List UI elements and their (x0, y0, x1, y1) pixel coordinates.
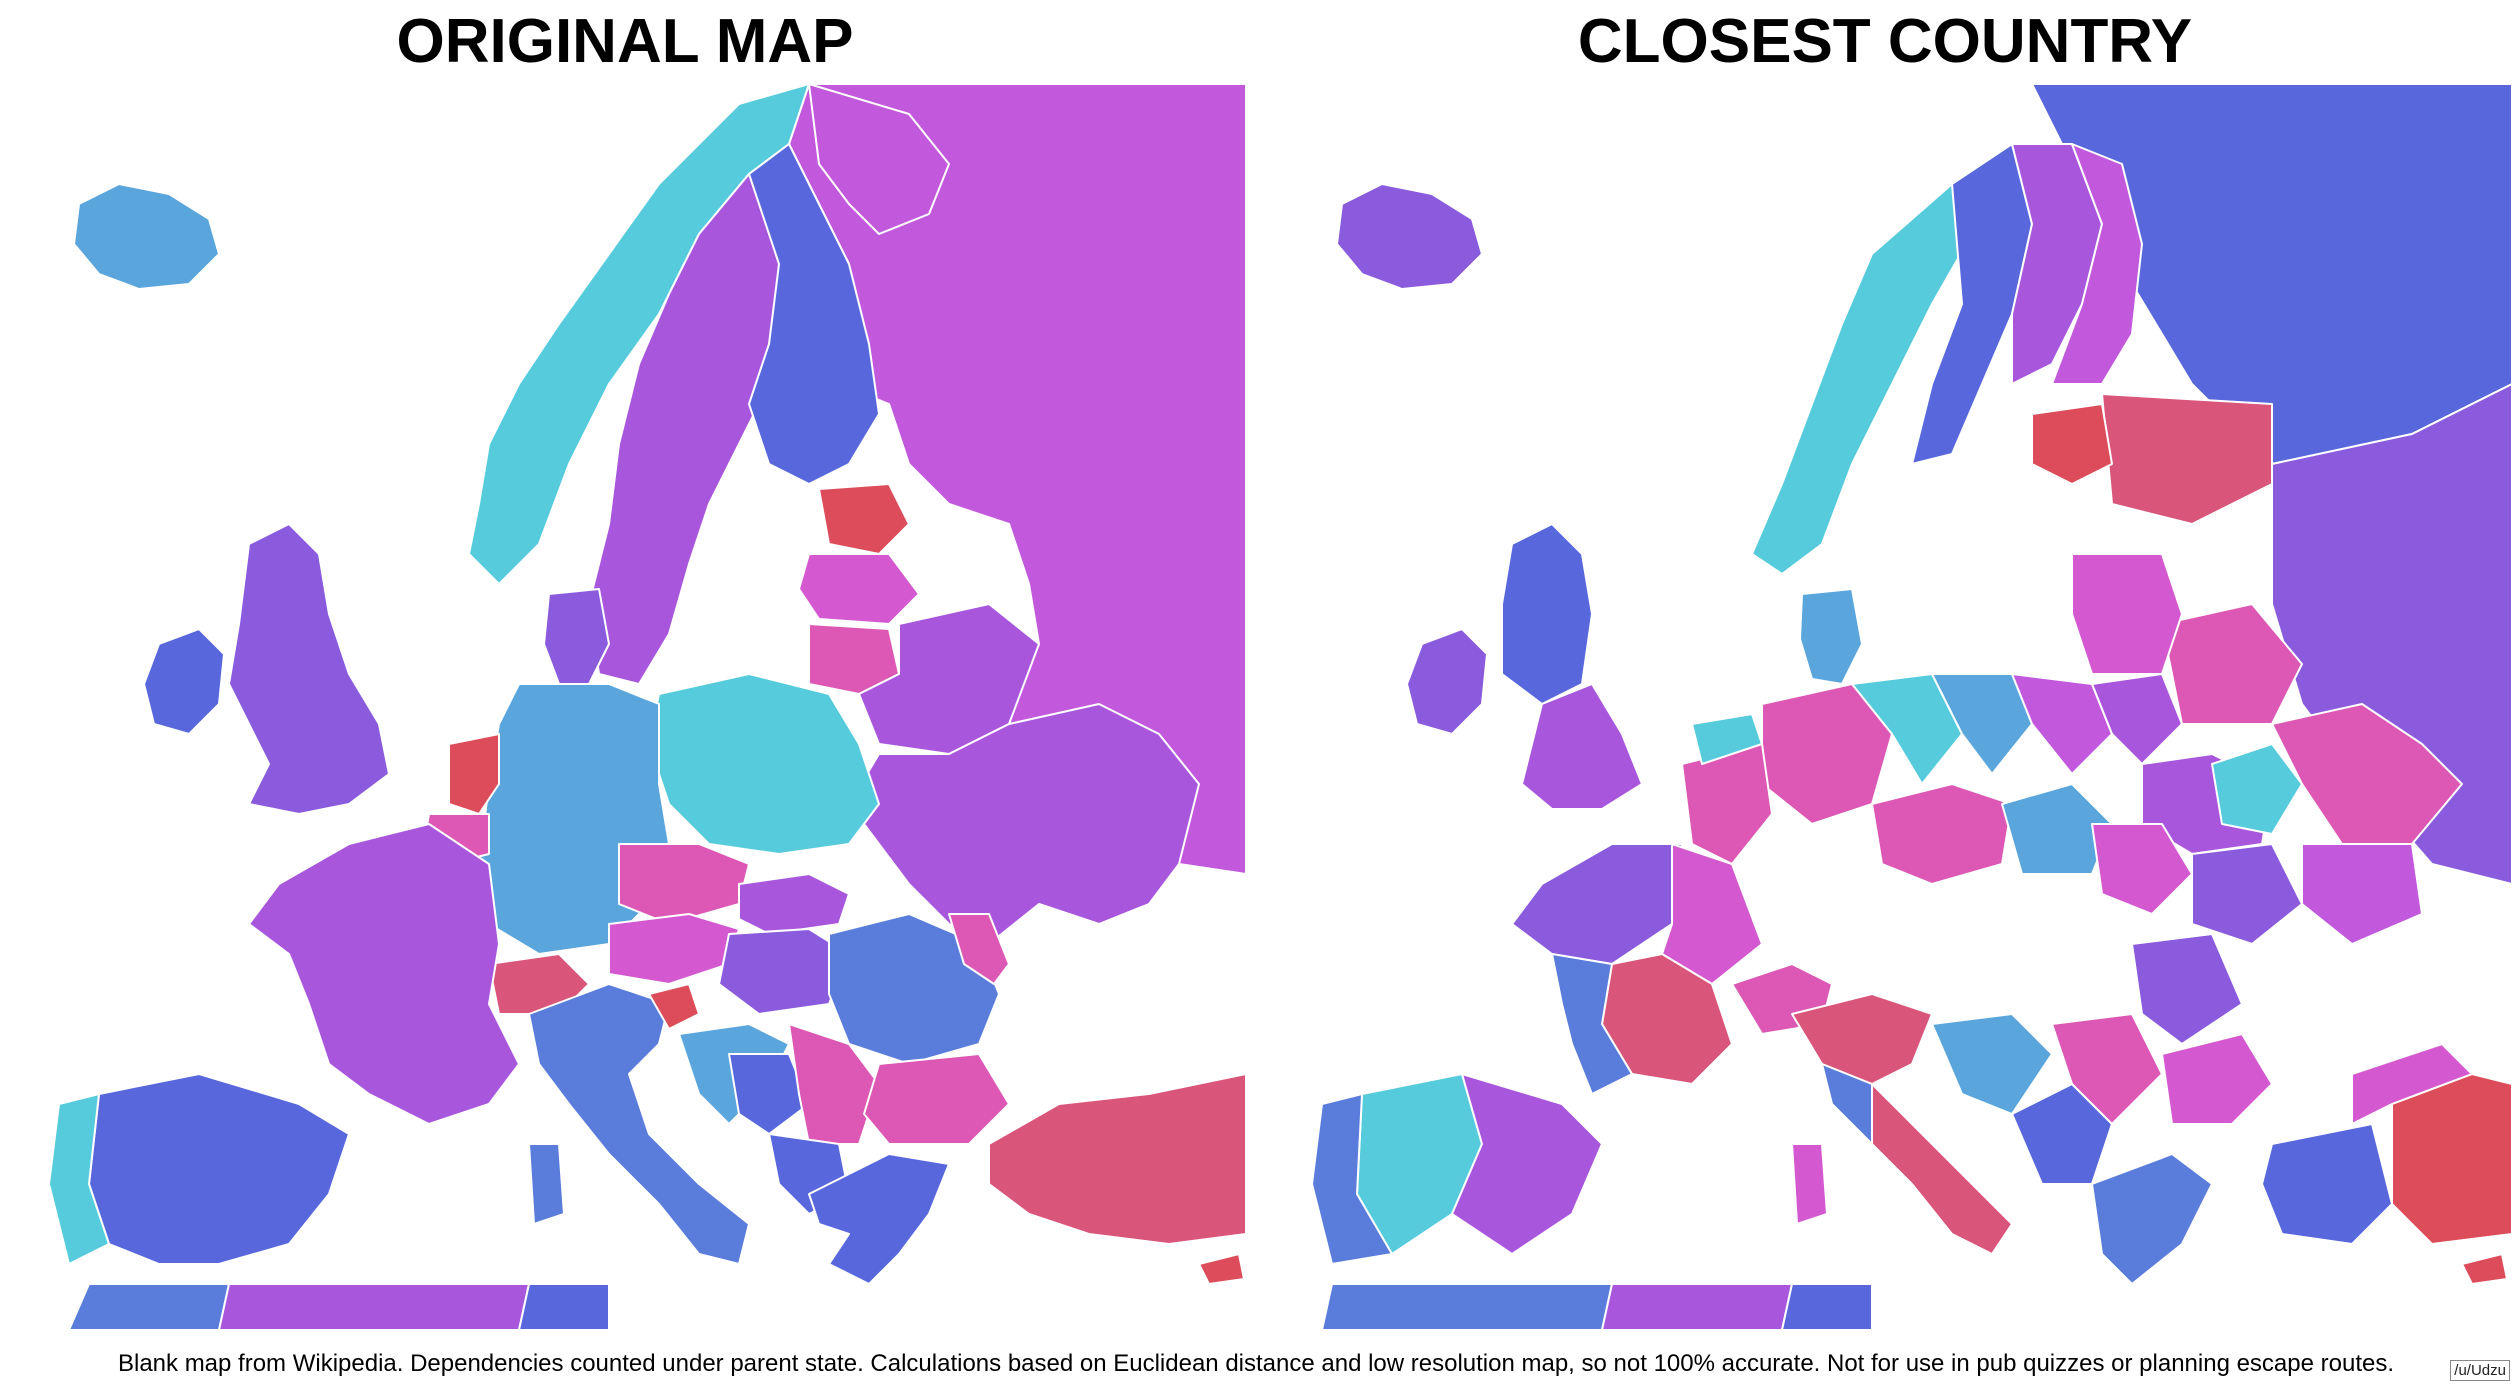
cell-balkans-sky (1931, 1013, 2053, 1115)
region-italy (528, 983, 750, 1265)
region-bosnia (728, 1053, 810, 1135)
region-austria (608, 913, 740, 985)
cell-central-pink-4 (1871, 783, 2013, 885)
cell-africa-blue (1321, 1283, 1613, 1330)
region-iceland (73, 183, 220, 290)
region-moldova (948, 913, 1010, 985)
region-france (248, 823, 520, 1125)
region-slovenia (648, 983, 700, 1030)
figure-caption: Blank map from Wikipedia. Dependencies c… (117, 1350, 2395, 1377)
cell-central-magenta-1 (2011, 673, 2113, 775)
cell-finland-magenta (2051, 143, 2143, 385)
cell-central-cyan-2 (2211, 743, 2303, 835)
cell-benelux-cyan (1691, 713, 1763, 765)
cell-france-violet (1511, 843, 1683, 965)
region-netherlands (448, 733, 500, 815)
cell-central-pink-2 (2161, 603, 2303, 725)
region-czech (618, 843, 750, 925)
cell-balkans-pink (2051, 1013, 2163, 1125)
cell-italy-red-south (1871, 1083, 2013, 1255)
cell-balkans-blue (2011, 1083, 2113, 1185)
original-map (49, 84, 1246, 1330)
cell-central-orchid-2 (2091, 823, 2193, 915)
region-latvia (798, 553, 920, 625)
region-hungary (718, 928, 850, 1015)
region-ukraine (848, 703, 1200, 945)
region-bulgaria (863, 1053, 1010, 1145)
author-credit: /u/Udzu (2450, 1360, 2510, 1381)
closest-country-map (1312, 84, 2512, 1330)
cell-denmark (1799, 588, 1863, 685)
cell-sardinia (1791, 1143, 1828, 1225)
region-romania (828, 913, 1000, 1065)
region-turkey (988, 1073, 1246, 1245)
region-portugal (49, 1093, 110, 1265)
original-map-svg (49, 84, 1246, 1330)
cell-uk-blue (1501, 523, 1593, 705)
region-greece (808, 1153, 950, 1285)
region-cyprus (1198, 1253, 1245, 1285)
region-ireland (143, 628, 225, 735)
cell-central-pink-3 (2271, 703, 2463, 845)
cell-benelux-pink (1681, 743, 1773, 865)
cell-central-sky-1 (1931, 673, 2033, 775)
cell-balkans-violet (2131, 933, 2243, 1045)
cell-ireland (1406, 628, 1488, 735)
cell-east-violet (2271, 383, 2512, 885)
cell-central-violet-3 (2191, 843, 2303, 945)
cell-russia-red (2101, 393, 2273, 525)
region-poland (648, 673, 880, 855)
cell-turkey-blue (2261, 1123, 2393, 1245)
cell-africa-violet (1601, 1283, 1793, 1330)
cell-central-cyan-1 (1851, 673, 1963, 785)
cell-greece-blue (2091, 1153, 2213, 1285)
cell-france-blue (1551, 953, 1633, 1095)
cell-italy-blue (1821, 1063, 1873, 1145)
cell-cyprus (2461, 1253, 2508, 1285)
region-spain (88, 1073, 350, 1265)
cell-africa-blue-2 (1781, 1283, 1873, 1330)
cell-iceland (1336, 183, 1483, 290)
region-kola (808, 84, 950, 235)
cell-central-magenta-2 (2301, 843, 2423, 945)
region-finland (748, 143, 880, 485)
cell-central-violet-1 (2091, 673, 2183, 765)
cell-central-orchid-1 (2071, 553, 2183, 675)
region-serbia (788, 1023, 880, 1145)
closest-country-title: CLOSEST COUNTRY (1577, 7, 2193, 76)
cell-portugal-blue (1312, 1093, 1393, 1265)
cell-turkey-red (2391, 1073, 2512, 1245)
cell-turkey-pink (2351, 1043, 2473, 1125)
region-estonia (818, 483, 910, 555)
region-uk (228, 523, 390, 815)
region-north-africa-east (518, 1283, 610, 1330)
region-north-africa-mid (218, 1283, 530, 1330)
cell-iberia-violet (1451, 1073, 1603, 1255)
region-sardinia (528, 1143, 565, 1225)
cell-baltic-red (2031, 403, 2113, 485)
cell-uk-violet (1521, 683, 1643, 810)
original-map-title: ORIGINAL MAP (396, 7, 854, 76)
region-slovakia (738, 873, 850, 935)
cell-balkans-orchid (2161, 1033, 2273, 1125)
region-north-africa-west (68, 1283, 230, 1330)
closest-country-map-svg (1312, 84, 2512, 1330)
